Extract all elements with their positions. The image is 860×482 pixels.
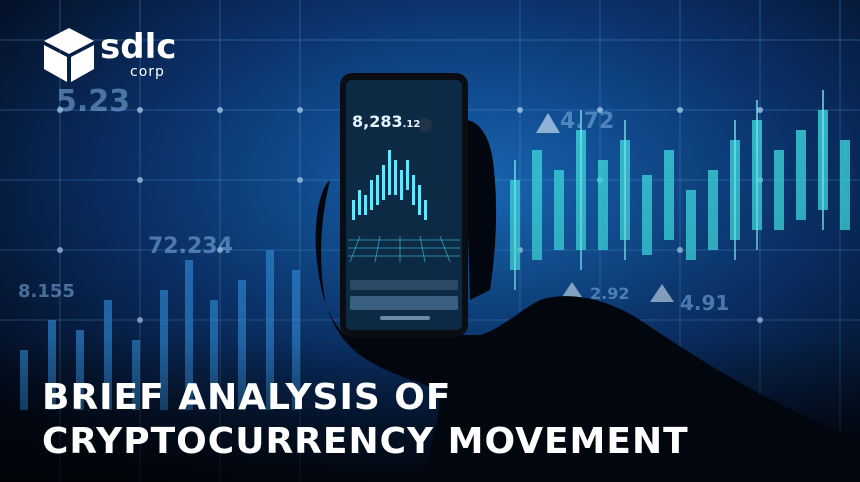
headline-line-2: CRYPTOCURRENCY MOVEMENT (42, 421, 689, 462)
phone-chart (352, 150, 427, 220)
phone-price-value: 8,283 (352, 112, 403, 131)
phone-screen (346, 80, 462, 330)
headline-line-1: BRIEF ANALYSIS OF (42, 377, 452, 418)
bg-number: 4.91 (680, 291, 730, 315)
bg-number: 8.155 (18, 281, 75, 302)
bg-number: 72.234 (148, 234, 233, 259)
bg-number: 2.92 (590, 284, 630, 303)
bg-number: 5.23 (56, 84, 131, 119)
logo-text: sdlc (100, 27, 177, 67)
logo-subtext: corp (130, 64, 165, 80)
hand-silhouette (315, 119, 860, 482)
phone-price: 8,283.12 (352, 112, 420, 131)
bg-number: 4.72 (560, 109, 615, 134)
logo-cube-icon (44, 28, 94, 82)
phone-price-decimal: .12 (402, 119, 421, 130)
